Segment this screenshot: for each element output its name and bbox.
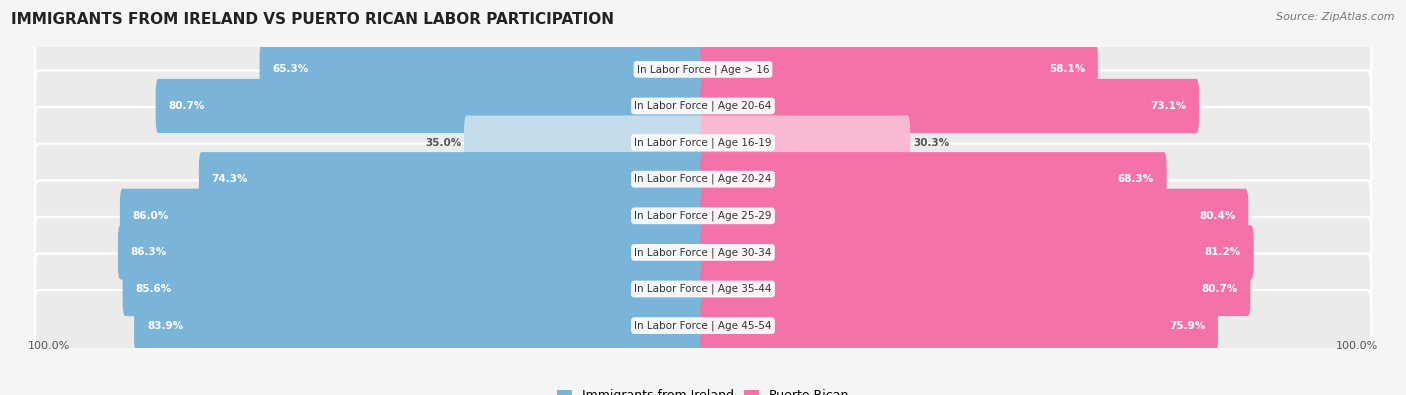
- Text: In Labor Force | Age 20-64: In Labor Force | Age 20-64: [634, 101, 772, 111]
- Text: In Labor Force | Age 16-19: In Labor Force | Age 16-19: [634, 137, 772, 148]
- Text: 35.0%: 35.0%: [425, 137, 461, 148]
- FancyBboxPatch shape: [700, 79, 1199, 133]
- Text: In Labor Force | Age > 16: In Labor Force | Age > 16: [637, 64, 769, 75]
- Text: 81.2%: 81.2%: [1205, 247, 1241, 258]
- FancyBboxPatch shape: [35, 34, 1371, 105]
- FancyBboxPatch shape: [122, 262, 706, 316]
- FancyBboxPatch shape: [700, 225, 1254, 280]
- FancyBboxPatch shape: [156, 79, 706, 133]
- Text: Source: ZipAtlas.com: Source: ZipAtlas.com: [1277, 12, 1395, 22]
- FancyBboxPatch shape: [260, 42, 706, 96]
- FancyBboxPatch shape: [700, 42, 1098, 96]
- Text: In Labor Force | Age 35-44: In Labor Force | Age 35-44: [634, 284, 772, 294]
- FancyBboxPatch shape: [700, 152, 1167, 206]
- FancyBboxPatch shape: [700, 189, 1249, 243]
- Text: 100.0%: 100.0%: [28, 341, 70, 351]
- FancyBboxPatch shape: [35, 254, 1371, 325]
- Text: 80.7%: 80.7%: [1201, 284, 1237, 294]
- Text: 83.9%: 83.9%: [146, 321, 183, 331]
- Text: In Labor Force | Age 30-34: In Labor Force | Age 30-34: [634, 247, 772, 258]
- Text: 30.3%: 30.3%: [912, 137, 949, 148]
- FancyBboxPatch shape: [134, 299, 706, 353]
- Text: In Labor Force | Age 25-29: In Labor Force | Age 25-29: [634, 211, 772, 221]
- FancyBboxPatch shape: [700, 299, 1218, 353]
- Text: In Labor Force | Age 45-54: In Labor Force | Age 45-54: [634, 320, 772, 331]
- Text: 65.3%: 65.3%: [273, 64, 309, 74]
- FancyBboxPatch shape: [35, 290, 1371, 361]
- FancyBboxPatch shape: [198, 152, 706, 206]
- FancyBboxPatch shape: [700, 115, 910, 170]
- FancyBboxPatch shape: [120, 189, 706, 243]
- FancyBboxPatch shape: [35, 217, 1371, 288]
- FancyBboxPatch shape: [464, 115, 706, 170]
- Text: 74.3%: 74.3%: [212, 174, 249, 184]
- FancyBboxPatch shape: [35, 107, 1371, 178]
- FancyBboxPatch shape: [35, 180, 1371, 251]
- Text: 75.9%: 75.9%: [1168, 321, 1205, 331]
- Text: 73.1%: 73.1%: [1150, 101, 1187, 111]
- FancyBboxPatch shape: [118, 225, 706, 280]
- Text: IMMIGRANTS FROM IRELAND VS PUERTO RICAN LABOR PARTICIPATION: IMMIGRANTS FROM IRELAND VS PUERTO RICAN …: [11, 12, 614, 27]
- Legend: Immigrants from Ireland, Puerto Rican: Immigrants from Ireland, Puerto Rican: [553, 384, 853, 395]
- FancyBboxPatch shape: [700, 262, 1250, 316]
- FancyBboxPatch shape: [35, 144, 1371, 215]
- Text: 80.7%: 80.7%: [169, 101, 205, 111]
- Text: 58.1%: 58.1%: [1049, 64, 1085, 74]
- Text: 86.0%: 86.0%: [132, 211, 169, 221]
- FancyBboxPatch shape: [35, 70, 1371, 141]
- Text: 86.3%: 86.3%: [131, 247, 167, 258]
- Text: 68.3%: 68.3%: [1118, 174, 1154, 184]
- Text: 80.4%: 80.4%: [1199, 211, 1236, 221]
- Text: 85.6%: 85.6%: [135, 284, 172, 294]
- Text: 100.0%: 100.0%: [1336, 341, 1378, 351]
- Text: In Labor Force | Age 20-24: In Labor Force | Age 20-24: [634, 174, 772, 184]
